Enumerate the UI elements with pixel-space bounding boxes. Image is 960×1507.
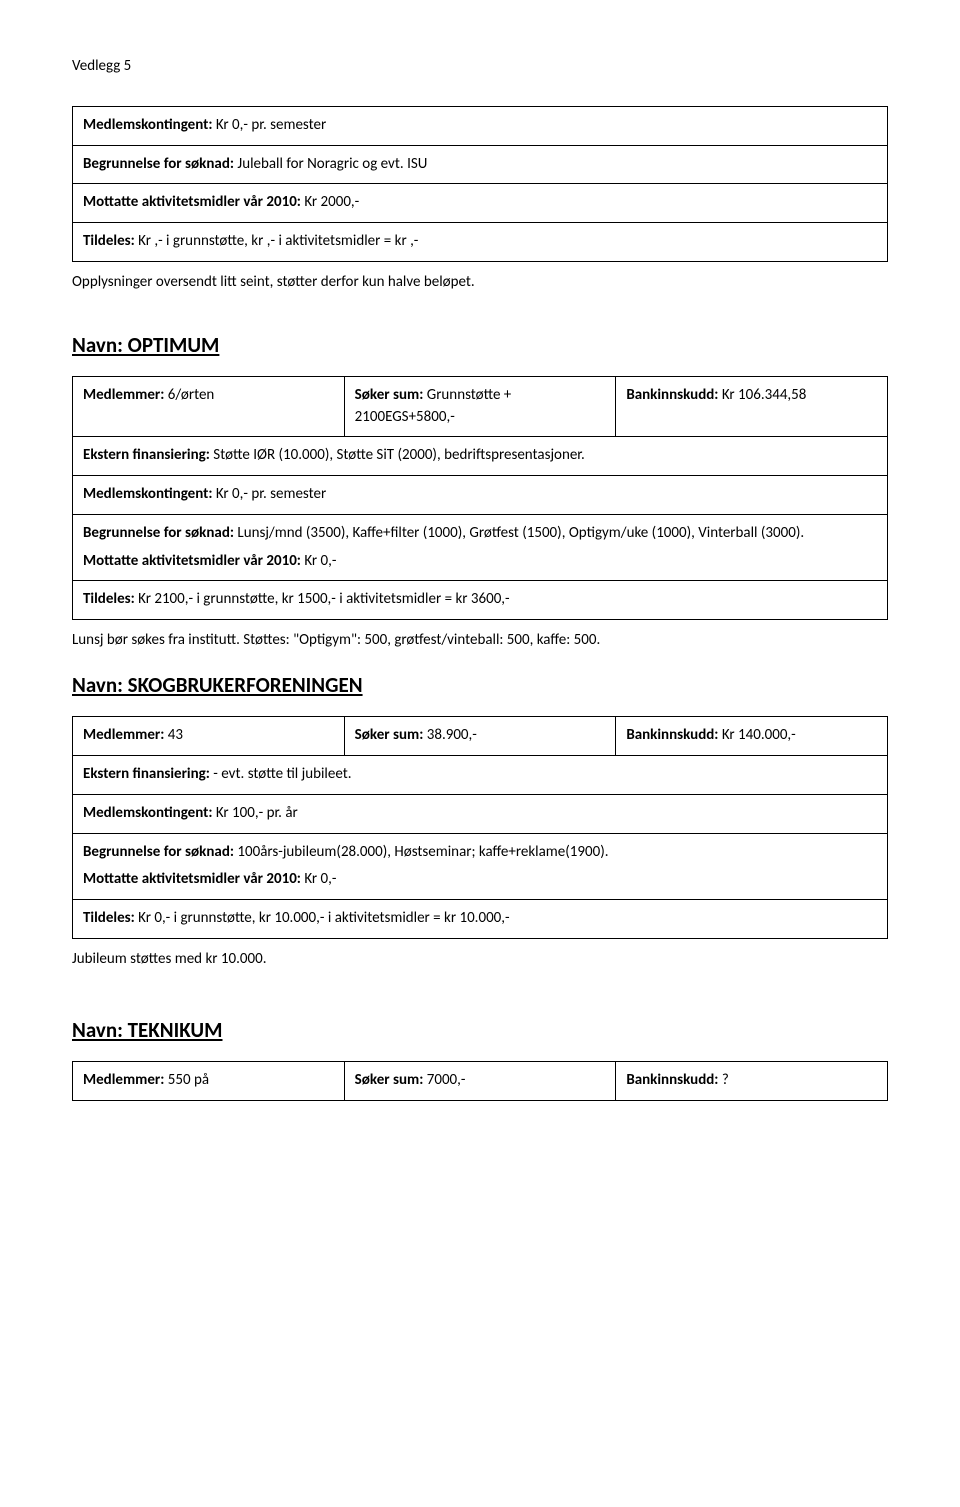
ext-label: Ekstern finansiering: <box>83 765 210 783</box>
bank-value: Kr 106.344,58 <box>718 386 806 404</box>
fee-value: Kr 0,- pr. semester <box>212 485 326 503</box>
received-value: Kr 2000,- <box>301 193 359 211</box>
fee-label: Medlemskontingent: <box>83 116 212 134</box>
page-header: Vedlegg 5 <box>72 56 888 78</box>
members-label: Medlemmer: <box>83 386 164 404</box>
sum-label: Søker sum: <box>355 1071 424 1089</box>
teknikum-title: Navn: TEKNIKUM <box>72 1015 888 1045</box>
received-label: Mottatte aktivitetsmidler vår 2010: <box>83 870 301 888</box>
reason-value: 100års-jubileum(28.000), Høstseminar; ka… <box>234 843 609 861</box>
bank-value: Kr 140.000,- <box>718 726 795 744</box>
sum-value: 38.900,- <box>423 726 477 744</box>
award-value: Kr 0,- i grunnstøtte, kr 10.000,- i akti… <box>135 909 510 927</box>
fee-label: Medlemskontingent: <box>83 804 212 822</box>
sum-label: Søker sum: <box>355 386 424 404</box>
members-label: Medlemmer: <box>83 726 164 744</box>
members-value: 550 på <box>164 1071 209 1089</box>
received-value: Kr 0,- <box>301 552 337 570</box>
skog-note: Jubileum støttes med kr 10.000. <box>72 949 888 971</box>
optimum-note: Lunsj bør søkes fra institutt. Støttes: … <box>72 630 888 652</box>
reason-label: Begrunnelse for søknad: <box>83 524 234 542</box>
optimum-title: Navn: OPTIMUM <box>72 330 888 360</box>
reason-value: Lunsj/mnd (3500), Kaffe+filter (1000), G… <box>234 524 804 542</box>
members-value: 43 <box>164 726 183 744</box>
bank-label: Bankinnskudd: <box>626 726 718 744</box>
skog-title: Navn: SKOGBRUKERFORENINGEN <box>72 670 888 700</box>
reason-value: Juleball for Noragric og evt. ISU <box>234 155 427 173</box>
fee-label: Medlemskontingent: <box>83 485 212 503</box>
ext-value: Støtte IØR (10.000), Støtte SiT (2000), … <box>210 446 585 464</box>
award-label: Tildeles: <box>83 232 135 250</box>
award-label: Tildeles: <box>83 590 135 608</box>
sum-value: 7000,- <box>423 1071 465 1089</box>
ext-label: Ekstern finansiering: <box>83 446 210 464</box>
members-value: 6/ørten <box>164 386 214 404</box>
award-label: Tildeles: <box>83 909 135 927</box>
award-value: Kr 2100,- i grunnstøtte, kr 1500,- i akt… <box>135 590 510 608</box>
reason-label: Begrunnelse for søknad: <box>83 155 234 173</box>
award-value: Kr ,- i grunnstøtte, kr ,- i aktivitetsm… <box>135 232 419 250</box>
received-label: Mottatte aktivitetsmidler vår 2010: <box>83 193 301 211</box>
received-label: Mottatte aktivitetsmidler vår 2010: <box>83 552 301 570</box>
sum-label: Søker sum: <box>355 726 424 744</box>
members-label: Medlemmer: <box>83 1071 164 1089</box>
reason-label: Begrunnelse for søknad: <box>83 843 234 861</box>
bank-label: Bankinnskudd: <box>626 1071 718 1089</box>
block1-table: Medlemskontingent: Kr 0,- pr. semester B… <box>72 106 888 262</box>
ext-value: - evt. støtte til jubileet. <box>210 765 352 783</box>
teknikum-table: Medlemmer: 550 på Søker sum: 7000,- Bank… <box>72 1061 888 1101</box>
received-value: Kr 0,- <box>301 870 337 888</box>
fee-value: Kr 100,- pr. år <box>212 804 297 822</box>
bank-value: ? <box>718 1071 728 1089</box>
bank-label: Bankinnskudd: <box>626 386 718 404</box>
skog-table: Medlemmer: 43 Søker sum: 38.900,- Bankin… <box>72 716 888 939</box>
optimum-table: Medlemmer: 6/ørten Søker sum: Grunnstøtt… <box>72 376 888 620</box>
fee-value: Kr 0,- pr. semester <box>212 116 326 134</box>
block1-note: Opplysninger oversendt litt seint, støtt… <box>72 272 888 294</box>
